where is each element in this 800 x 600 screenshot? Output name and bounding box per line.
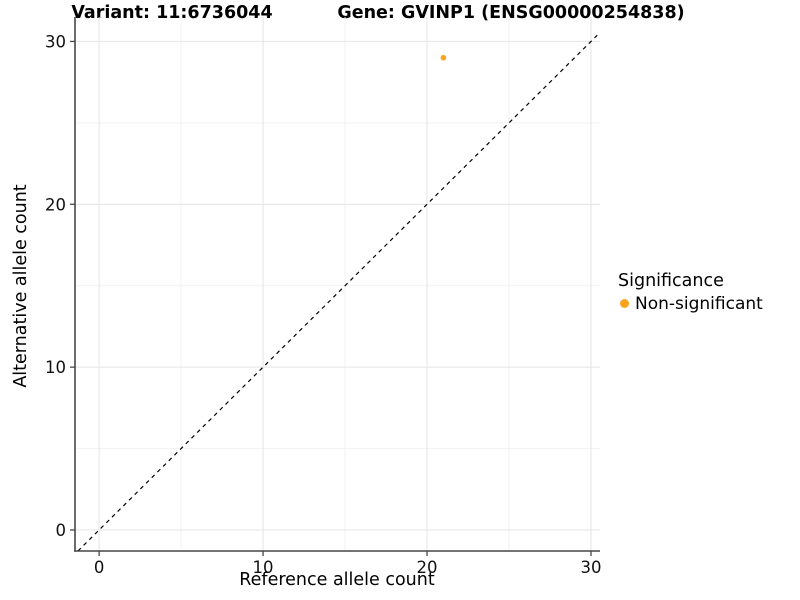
legend-key: [616, 295, 633, 312]
legend-item-label: Non-significant: [635, 293, 763, 314]
x-axis-title: Reference allele count: [239, 570, 435, 590]
y-tick-label: 0: [56, 521, 67, 540]
variant-title: Variant: 11:6736044: [71, 3, 273, 23]
identity-line: [77, 32, 601, 552]
y-tick-label: 30: [45, 32, 66, 51]
x-tick-label: 20: [417, 558, 438, 577]
legend-item: Non-significant: [616, 293, 763, 314]
legend: Significance Non-significant: [616, 271, 763, 314]
legend-title: Significance: [618, 271, 724, 291]
y-tick-label: 20: [45, 195, 66, 214]
legend-point-icon: [620, 299, 629, 308]
x-tick-label: 30: [580, 558, 601, 577]
y-axis-title: Alternative allele count: [11, 184, 31, 388]
gene-title: Gene: GVINP1 (ENSG00000254838): [337, 3, 685, 23]
y-tick-label: 10: [45, 358, 66, 377]
x-tick-label: 10: [253, 558, 274, 577]
x-tick-label: 0: [94, 558, 105, 577]
data-point: [440, 54, 447, 61]
